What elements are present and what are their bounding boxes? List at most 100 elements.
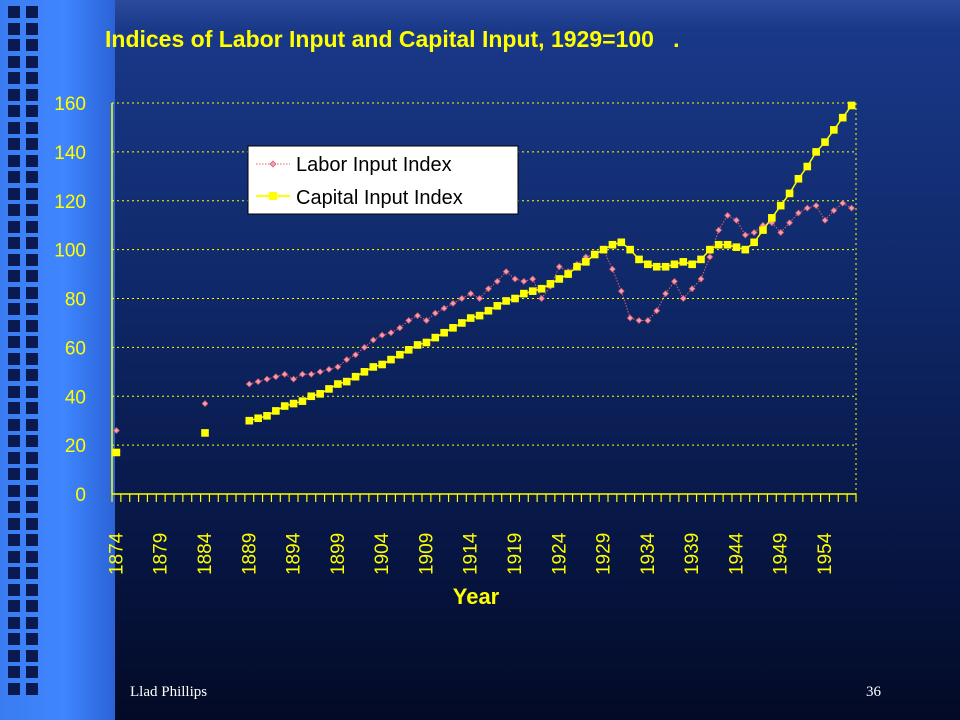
decor-square	[26, 682, 38, 695]
labor-point	[431, 309, 439, 317]
y-tick-label: 160	[54, 94, 86, 115]
capital-point	[502, 297, 510, 305]
labor-point	[281, 370, 289, 378]
decor-square	[26, 600, 38, 612]
decor-square	[26, 187, 38, 200]
decor-square	[26, 534, 38, 546]
decor-square	[8, 402, 20, 414]
capital-point	[732, 243, 741, 251]
capital-point	[582, 258, 590, 266]
labor-point	[671, 278, 678, 285]
x-tick-label: 1909	[416, 533, 437, 575]
x-tick-label: 1924	[549, 532, 570, 575]
decor-square	[8, 517, 20, 530]
capital-point	[404, 346, 413, 354]
series-line-labor	[789, 212, 799, 224]
capital-point	[387, 355, 395, 364]
capital-point	[573, 262, 581, 271]
labor-point	[414, 312, 421, 319]
labor-point	[848, 204, 855, 212]
decor-square	[26, 88, 38, 101]
decor-square	[8, 105, 20, 117]
decor-square	[8, 154, 20, 167]
decor-square	[8, 633, 20, 645]
decor-square	[8, 567, 20, 579]
decor-square	[26, 303, 38, 315]
capital-point	[847, 101, 856, 110]
decor-square	[26, 237, 38, 249]
series-line-labor	[611, 268, 622, 292]
labor-point	[387, 329, 395, 337]
page-number: 36	[866, 684, 881, 700]
capital-point	[520, 289, 528, 298]
decor-square	[8, 286, 20, 299]
capital-point	[378, 360, 386, 369]
decor-square	[8, 616, 20, 629]
decor-square	[26, 105, 38, 117]
decor-square	[26, 336, 38, 348]
capital-point	[741, 245, 750, 254]
x-tick-label: 1899	[328, 533, 349, 575]
capital-point	[821, 138, 829, 146]
decor-square	[26, 501, 38, 513]
labor-point	[369, 336, 377, 344]
decor-square	[8, 171, 20, 183]
y-tick-label: 80	[65, 290, 86, 311]
capital-point	[626, 245, 634, 254]
capital-point	[449, 324, 457, 332]
decor-square	[26, 616, 38, 629]
labor-point	[635, 317, 643, 324]
chart-title: Indices of Labor Input and Capital Input…	[105, 26, 680, 52]
labor-point	[458, 295, 466, 302]
top-fade	[115, 0, 960, 30]
capital-point	[812, 148, 820, 156]
decor-square	[8, 550, 20, 563]
decor-square	[8, 501, 20, 513]
decor-square	[8, 600, 20, 612]
decor-square	[8, 352, 20, 365]
labor-point	[423, 317, 430, 324]
labor-point	[396, 324, 404, 332]
decor-square	[26, 435, 38, 447]
x-tick-label: 1944	[726, 532, 747, 575]
labor-point	[644, 317, 652, 324]
x-tick-label: 1889	[239, 533, 260, 575]
decor-square	[8, 138, 20, 150]
legend-label-capital: Capital Input Index	[296, 187, 463, 209]
decor-square	[26, 517, 38, 530]
series-line-labor	[647, 310, 658, 321]
labor-point	[334, 363, 342, 371]
series-line-labor	[479, 288, 489, 299]
labor-point	[724, 212, 731, 219]
decor-square	[8, 484, 20, 497]
decor-square	[26, 385, 38, 398]
labor-point	[733, 216, 740, 224]
series-line-labor	[682, 288, 693, 299]
legend-labor-marker	[269, 160, 277, 168]
left-accent-bar	[0, 0, 115, 720]
decor-square	[8, 435, 20, 447]
labor-point	[361, 344, 368, 351]
y-tick-label: 0	[75, 485, 86, 506]
labor-point	[325, 366, 333, 373]
series-line-labor	[620, 291, 631, 319]
capital-point	[369, 363, 378, 371]
labor-point	[493, 278, 501, 285]
decor-square	[26, 666, 38, 678]
labor-point	[378, 331, 386, 339]
decor-square	[8, 534, 20, 546]
series-line-labor	[532, 278, 543, 299]
capital-point	[679, 258, 688, 266]
labor-point	[511, 275, 519, 283]
capital-point	[528, 287, 537, 295]
decor-square	[26, 567, 38, 579]
decor-square	[8, 55, 20, 68]
labor-point	[520, 278, 528, 285]
labor-point	[662, 290, 669, 297]
labor-point	[617, 287, 625, 295]
decor-square	[26, 369, 38, 381]
decor-square	[8, 39, 20, 51]
decor-square	[26, 649, 38, 662]
series-line-labor	[496, 271, 507, 282]
